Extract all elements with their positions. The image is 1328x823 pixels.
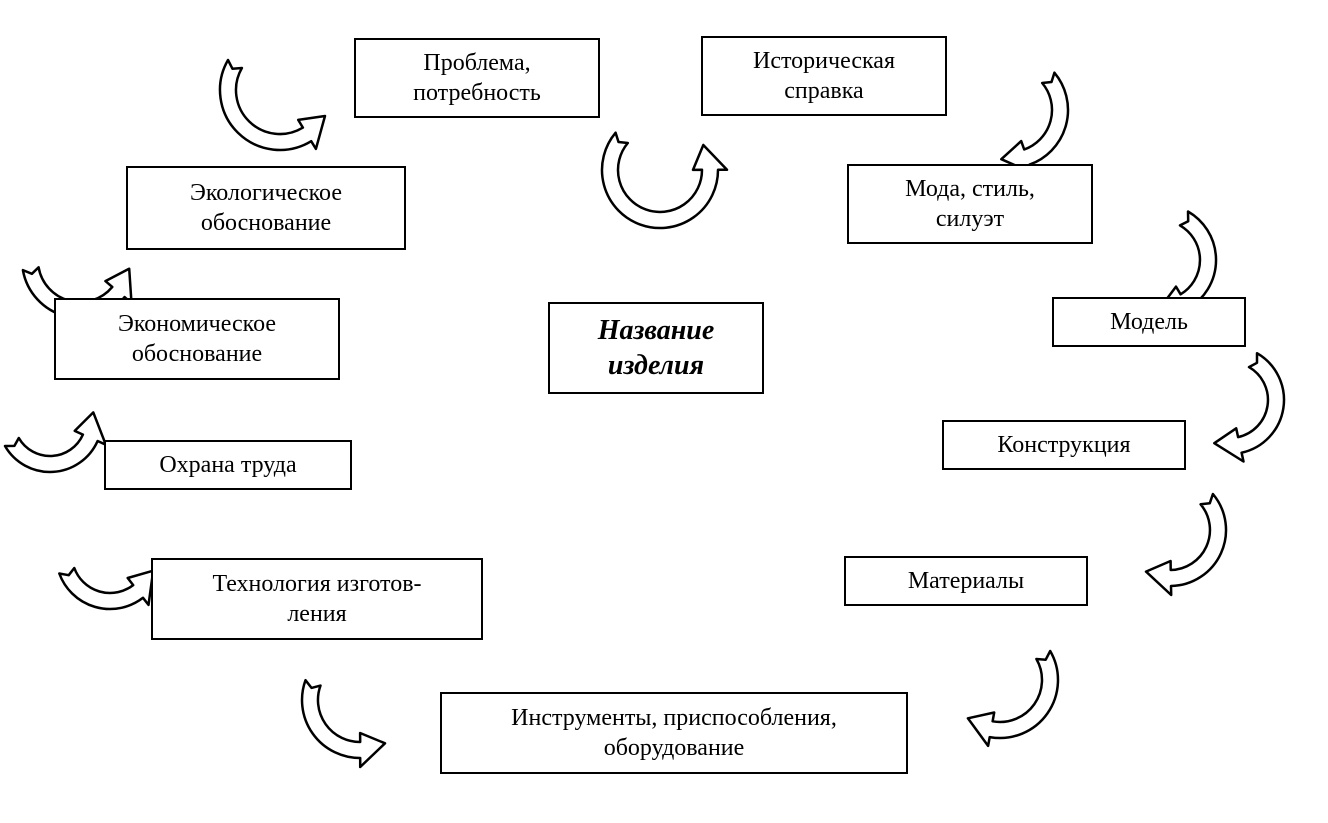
node-label: Инструменты, приспособления, оборудовани… (511, 703, 837, 763)
arrow-a6 (968, 651, 1058, 746)
arrow-a5 (1146, 494, 1226, 595)
node-ecologic: Экологическое обоснование (126, 166, 406, 250)
arrow-a11 (220, 60, 325, 150)
node-materials: Материалы (844, 556, 1088, 606)
node-label: Материалы (908, 566, 1024, 596)
center-node: Название изделия (548, 302, 764, 394)
node-label: Историческая справка (753, 46, 895, 106)
node-tools: Инструменты, приспособления, оборудовани… (440, 692, 908, 774)
node-label: Мода, стиль, силуэт (905, 174, 1035, 234)
node-label: Охрана труда (159, 450, 296, 480)
diagram-canvas: Название изделия Проблема, потребность И… (0, 0, 1328, 823)
arrow-a1 (602, 133, 727, 228)
node-history: Историческая справка (701, 36, 947, 116)
node-technology: Технология изготов- ления (151, 558, 483, 640)
center-node-label: Название изделия (598, 313, 715, 383)
arrow-a7 (302, 680, 385, 767)
node-economic: Экономическое обоснование (54, 298, 340, 380)
node-fashion: Мода, стиль, силуэт (847, 164, 1093, 244)
node-construct: Конструкция (942, 420, 1186, 470)
arrow-a4 (1214, 353, 1284, 461)
arrow-a9 (5, 412, 106, 472)
node-label: Технология изготов- ления (212, 569, 421, 629)
node-problem: Проблема, потребность (354, 38, 600, 118)
node-label: Модель (1110, 307, 1188, 337)
node-label: Проблема, потребность (413, 48, 541, 108)
arrow-a8 (59, 568, 153, 609)
node-model: Модель (1052, 297, 1246, 347)
node-label: Экономическое обоснование (118, 309, 276, 369)
arrow-a2 (1001, 73, 1068, 173)
node-labor: Охрана труда (104, 440, 352, 490)
node-label: Конструкция (997, 430, 1130, 460)
node-label: Экологическое обоснование (190, 178, 342, 238)
